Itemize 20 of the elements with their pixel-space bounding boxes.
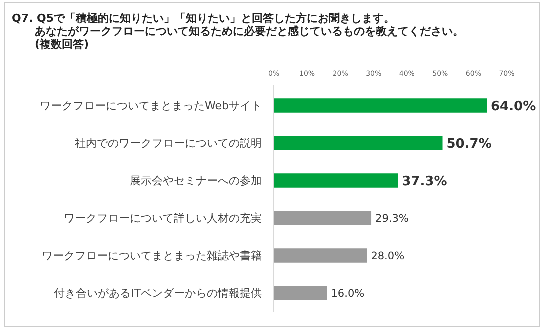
- y-tick-label: ワークフローについてまとまったWebサイト: [40, 100, 262, 113]
- bar: [274, 174, 398, 188]
- bar: [274, 248, 368, 263]
- data-label: 29.3%: [376, 212, 409, 225]
- data-label: 50.7%: [446, 136, 492, 152]
- bar: [274, 98, 488, 113]
- text: (複数回答): [35, 38, 90, 51]
- data-label: 37.3%: [402, 174, 448, 190]
- y-tick-label: 展示会やセミナーへの参加: [130, 174, 262, 188]
- y-tick-label: ワークフローについて詳しい人材の充実: [64, 212, 262, 226]
- y-tick-label: ワークフローについてまとまった雑誌や書籍: [42, 250, 262, 263]
- data-label: 28.0%: [371, 250, 405, 262]
- bar: [274, 286, 328, 300]
- data-label: 16.0%: [331, 288, 365, 300]
- bar: [274, 136, 443, 150]
- data-label: 64.0%: [491, 99, 536, 114]
- chart-title: Q7. Q5で「積極的に知りたい」「知りたい」と回答した方にお聞きします。あなたがワークフローについて知るために必要だと感じているものを教えてください。: [12, 12, 464, 38]
- bar: [274, 211, 372, 226]
- y-tick-label: 付き合いがあるITベンダーからの情報提供: [54, 287, 262, 300]
- y-tick-label: 社内でのワークフローについての説明: [75, 137, 262, 150]
